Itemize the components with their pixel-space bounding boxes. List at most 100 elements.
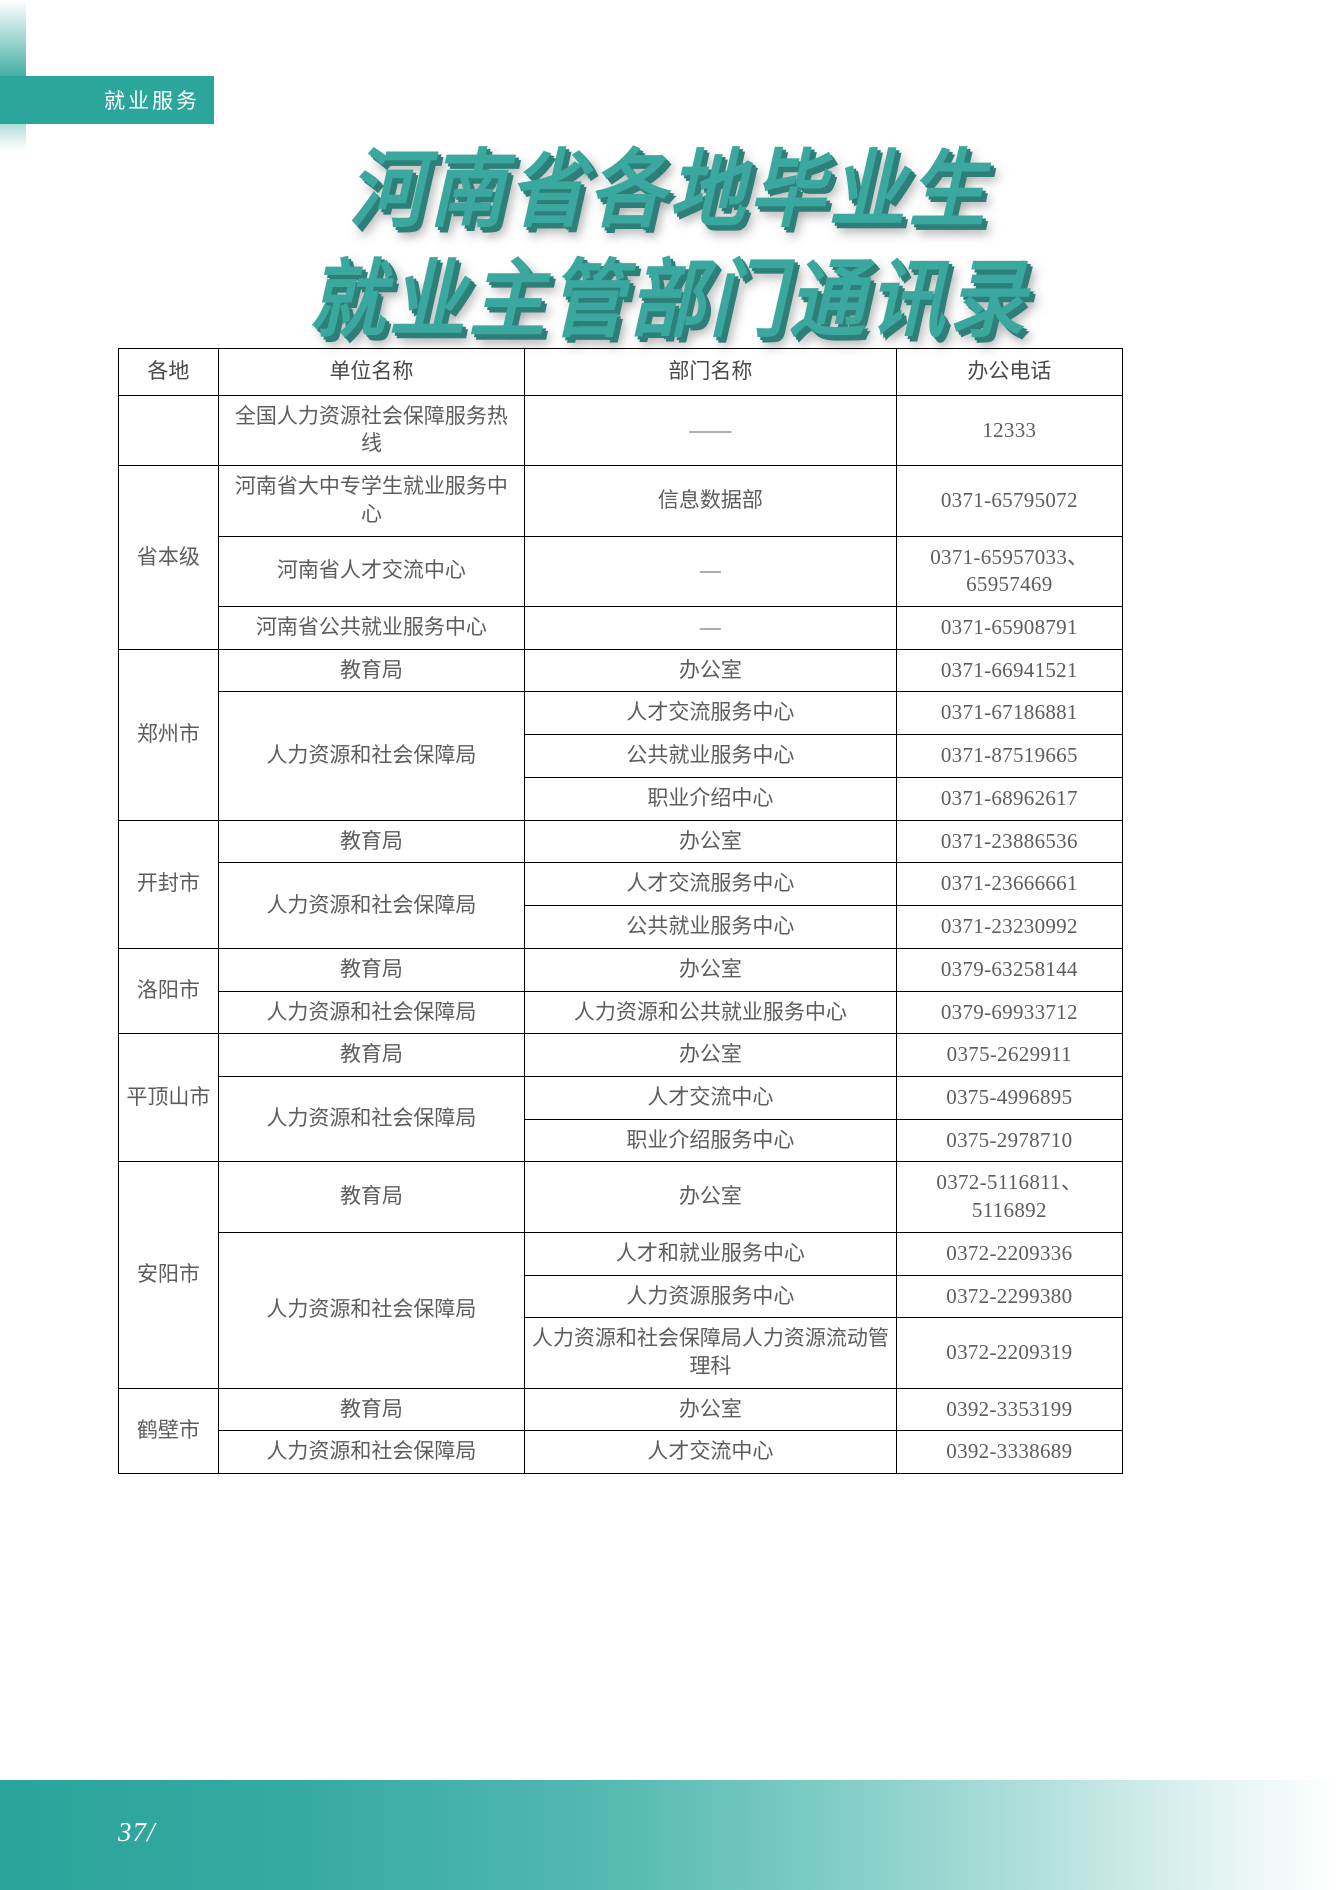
cell-phone: 0371-66941521: [895, 648, 1124, 693]
section-tab-label: 就业服务: [104, 89, 200, 113]
cell-region: 省本级: [118, 465, 219, 650]
cell-phone: 0375-4996895: [895, 1075, 1124, 1120]
column-header-org: 单位名称: [217, 348, 526, 396]
cell-department: 人力资源服务中心: [524, 1274, 897, 1319]
cell-phone: 0371-23886536: [895, 819, 1124, 864]
cell-phone: 0371-65795072: [895, 465, 1124, 537]
table-row: 河南省公共就业服务中心 —0371-65908791: [119, 606, 1124, 650]
cell-organization: 教育局: [217, 1387, 526, 1432]
table-row: 洛阳市 教育局 办公室 0379-63258144: [118, 947, 1124, 1035]
cell-organization: 教育局: [217, 819, 526, 864]
cell-phone: 0371-23666661: [895, 862, 1124, 907]
table-body: 全国人力资源社会保障服务热线 —— 12333 省本级 河南省大中专学生就业服务中心 信息…: [118, 394, 1124, 1475]
cell-region: 安阳市: [118, 1161, 219, 1389]
table-row: 公共就业服务中心 0371-87519665: [119, 734, 1124, 778]
cell-department: 办公室: [524, 1033, 897, 1077]
cell-department: 人才交流服务中心: [524, 691, 897, 736]
cell-organization: 人力资源和社会保障局: [217, 691, 526, 821]
cell-department: 人才交流中心: [524, 1430, 897, 1475]
cell-department: 人力资源和公共就业服务中心: [524, 990, 897, 1035]
cell-region: 鹤壁市: [118, 1387, 219, 1475]
table-row: 人力资源和社会保障局 人才交流中心 0392-3338689: [119, 1430, 1124, 1475]
cell-organization: 人力资源和社会保障局: [217, 1231, 526, 1389]
cell-department: 公共就业服务中心: [524, 905, 897, 949]
cell-phone: 0392-3353199: [895, 1387, 1124, 1432]
contacts-table: 各地 单位名称 部门名称 办公电话 全国人力资源社会保障服务热线 —— 12333 省…: [118, 348, 1124, 1475]
table-row: 省本级 河南省大中专学生就业服务中心 信息数据部 0371-65795072: [118, 465, 1124, 650]
cell-phone: 0372-2209319: [895, 1317, 1124, 1389]
table-row: 人力资源和社会保障局 人才和就业服务中心 0372-2209336: [119, 1231, 1124, 1389]
cell-organization: 全国人力资源社会保障服务热线: [217, 394, 526, 467]
table-row: 安阳市 教育局 办公室 0372-5116811、 5116892: [118, 1161, 1124, 1389]
page-title-line-1: 河南省各地毕业生: [349, 139, 989, 240]
page-title-line-2: 就业主管部门通讯录: [309, 249, 1029, 350]
cell-organization: 教育局: [217, 648, 526, 693]
cell-region: 平顶山市: [118, 1033, 219, 1163]
cell-department: 人才和就业服务中心: [524, 1231, 897, 1276]
cell-organization: 河南省人才交流中心: [217, 535, 526, 608]
page-number: 37/: [118, 1817, 156, 1847]
table-row: 平顶山市 教育局 办公室 0375-2629911: [118, 1033, 1124, 1163]
cell-phone: 0392-3338689: [895, 1430, 1124, 1475]
cell-phone: 0371-87519665: [895, 734, 1124, 778]
column-header-phone: 办公电话: [895, 348, 1124, 396]
cell-phone: 0379-63258144: [895, 947, 1124, 992]
table-row: 人力资源和社会保障局人力资源流动管理科 0372-2209319: [119, 1317, 1124, 1389]
cell-organization: 河南省公共就业服务中心: [217, 606, 526, 650]
cell-department: 公共就业服务中心: [524, 734, 897, 778]
cell-department: 人才交流服务中心: [524, 862, 897, 907]
footer-band: 37/: [0, 1780, 1338, 1890]
cell-region: 洛阳市: [118, 947, 219, 1035]
cell-phone: 0372-2299380: [895, 1274, 1124, 1319]
cell-phone: 0372-5116811、 5116892: [895, 1161, 1124, 1233]
cell-department: 人力资源和社会保障局人力资源流动管理科: [524, 1317, 897, 1389]
left-edge-accent: [0, 0, 26, 150]
cell-department: 职业介绍服务中心: [524, 1118, 897, 1163]
cell-phone: 12333: [895, 394, 1124, 467]
table-row: 开封市 教育局 办公室 0371-23886536: [118, 819, 1124, 949]
cell-department: 办公室: [524, 1387, 897, 1432]
cell-phone: 0371-65908791: [895, 606, 1124, 650]
table-row: 河南省人才交流中心 —0371-65957033、 65957469: [119, 535, 1124, 608]
cell-organization: 教育局: [217, 1033, 526, 1077]
cell-organization: 人力资源和社会保障局: [217, 862, 526, 949]
cell-region: [118, 394, 219, 467]
cell-phone: 0379-69933712: [895, 990, 1124, 1035]
cell-phone: 0371-23230992: [895, 905, 1124, 949]
cell-region: 开封市: [118, 819, 219, 949]
section-tab: 就业服务: [0, 76, 214, 124]
cell-organization: 教育局: [217, 1161, 526, 1233]
table-row: 全国人力资源社会保障服务热线 —— 12333: [118, 394, 1124, 467]
cell-department: —: [524, 535, 897, 608]
cell-phone: 0371-67186881: [895, 691, 1124, 736]
cell-department: 办公室: [524, 947, 897, 992]
column-header-region: 各地: [118, 348, 219, 396]
cell-organization: 教育局: [217, 947, 526, 992]
cell-organization: 人力资源和社会保障局: [217, 1430, 526, 1475]
cell-department: ——: [524, 394, 897, 467]
table-row: 鹤壁市 教育局 办公室 0392-3353199: [118, 1387, 1124, 1475]
table-row: 人力资源和社会保障局 人才交流服务中心 0371-23666661: [119, 862, 1124, 949]
cell-phone: 0372-2209336: [895, 1231, 1124, 1276]
page-title: 河南省各地毕业生 就业主管部门通讯录: [0, 136, 1338, 349]
cell-department: 人才交流中心: [524, 1075, 897, 1120]
cell-department: 办公室: [524, 1161, 897, 1233]
contacts-table-wrapper: 各地 单位名称 部门名称 办公电话 全国人力资源社会保障服务热线 —— 12333 省…: [118, 348, 1124, 1475]
table-header-row: 各地 单位名称 部门名称 办公电话: [118, 348, 1124, 396]
table-row: 人力资源和社会保障局 人才交流中心 0375-4996895: [119, 1075, 1124, 1163]
cell-department: 信息数据部: [524, 465, 897, 537]
cell-department: 职业介绍中心: [524, 776, 897, 821]
cell-phone: 0375-2978710: [895, 1118, 1124, 1163]
table-row: 人力资源服务中心 0372-2299380: [119, 1274, 1124, 1319]
table-row: 人力资源和社会保障局 人力资源和公共就业服务中心 0379-69933712: [119, 990, 1124, 1035]
table-row: 人力资源和社会保障局 人才交流服务中心 0371-67186881: [119, 691, 1124, 821]
table-row: 郑州市 教育局 办公室 0371-66941521: [118, 648, 1124, 821]
column-header-dept: 部门名称: [524, 348, 897, 396]
cell-organization: 人力资源和社会保障局: [217, 1075, 526, 1163]
table-head: 各地 单位名称 部门名称 办公电话: [118, 348, 1124, 396]
cell-phone: 0371-68962617: [895, 776, 1124, 821]
cell-phone: 0371-65957033、 65957469: [895, 535, 1124, 608]
cell-region: 郑州市: [118, 648, 219, 821]
cell-organization: 人力资源和社会保障局: [217, 990, 526, 1035]
cell-department: 办公室: [524, 648, 897, 693]
